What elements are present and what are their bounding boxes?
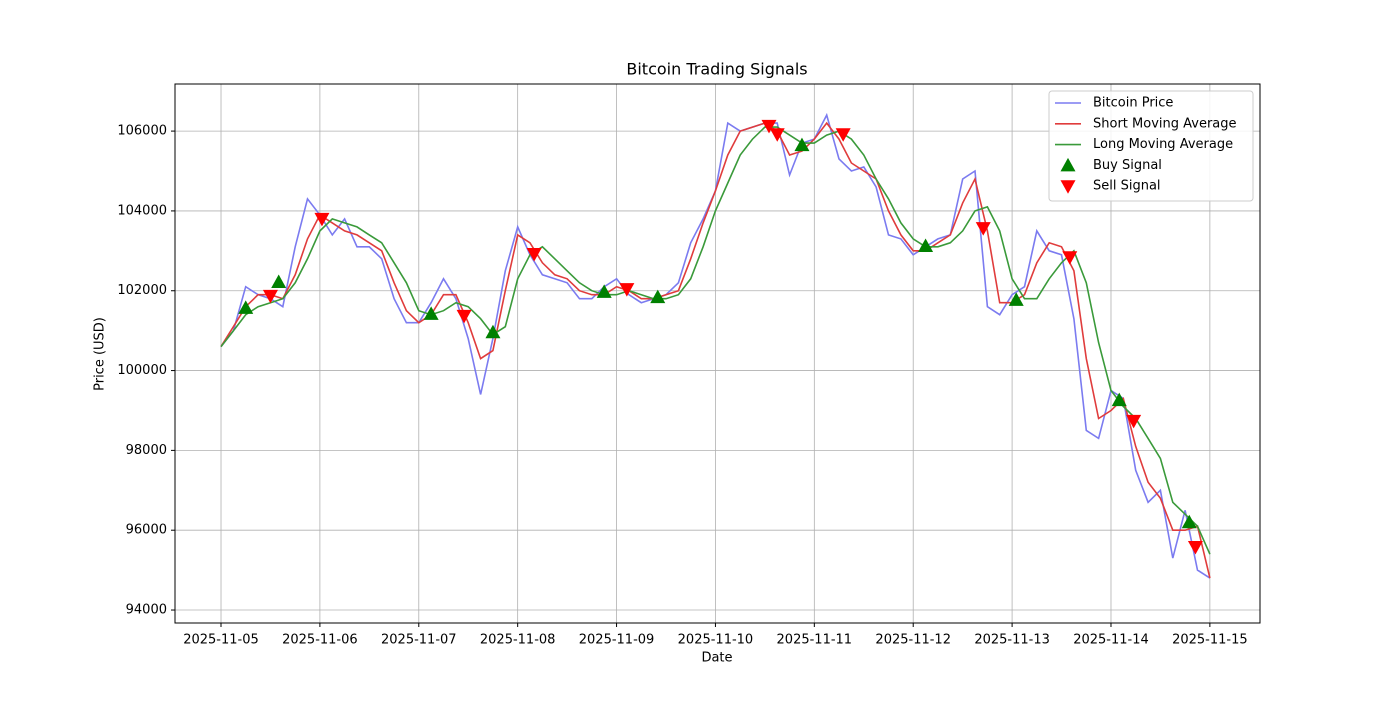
legend-label: Sell Signal [1093,179,1161,194]
legend-box [1048,90,1254,202]
series-line [220,126,1211,555]
signal-marker [619,283,635,297]
signal-marker [769,128,785,142]
y-tick-label: 106000 [117,124,167,139]
legend-label: Bitcoin Price [1093,96,1173,111]
signal-marker [794,137,810,152]
x-tick-label: 2025-11-09 [579,633,655,648]
y-tick-label: 100000 [117,363,167,378]
y-tick-label: 94000 [126,603,167,618]
x-tick-label: 2025-11-15 [1172,633,1248,648]
signal-marker [918,238,934,253]
signal-marker [1008,292,1024,306]
y-tick-label: 104000 [117,203,167,218]
x-tick-label: 2025-11-14 [1073,633,1149,648]
signal-marker [485,324,501,339]
legend-label: Long Moving Average [1093,137,1233,152]
x-axis-label: Date [701,651,732,666]
signal-marker [1187,540,1203,555]
legend-marker [1060,157,1076,172]
signal-marker [1111,392,1127,407]
y-axis-label: Price (USD) [93,317,108,391]
legend-label: Buy Signal [1093,158,1162,173]
signal-marker [975,222,991,236]
signal-marker [526,248,542,262]
x-tick-label: 2025-11-11 [777,633,853,648]
x-tick-label: 2025-11-05 [183,633,259,648]
signal-marker [835,128,851,142]
signal-marker [650,289,666,304]
signal-marker [262,289,278,304]
chart-title: Bitcoin Trading Signals [626,60,807,79]
series-line [220,121,1211,579]
signal-marker [238,300,254,314]
y-tick-label: 96000 [126,523,167,538]
legend-label: Short Moving Average [1093,116,1237,131]
legend-marker [1060,180,1076,194]
x-tick-label: 2025-11-12 [875,633,951,648]
signal-marker [271,274,287,288]
x-tick-label: 2025-11-10 [678,633,754,648]
signal-marker [456,309,472,324]
axes-frame [174,83,1261,624]
signal-marker [423,306,439,320]
signal-marker [314,212,330,227]
y-tick-label: 102000 [117,283,167,298]
x-tick-label: 2025-11-07 [381,633,457,648]
signal-marker [1062,251,1078,265]
x-tick-label: 2025-11-13 [974,633,1050,648]
signal-marker [1126,414,1142,429]
signal-marker [761,119,777,134]
y-tick-label: 98000 [126,443,167,458]
x-tick-label: 2025-11-06 [282,633,358,648]
signal-marker [1181,514,1197,529]
signal-marker [596,284,612,298]
x-tick-label: 2025-11-08 [480,633,556,648]
